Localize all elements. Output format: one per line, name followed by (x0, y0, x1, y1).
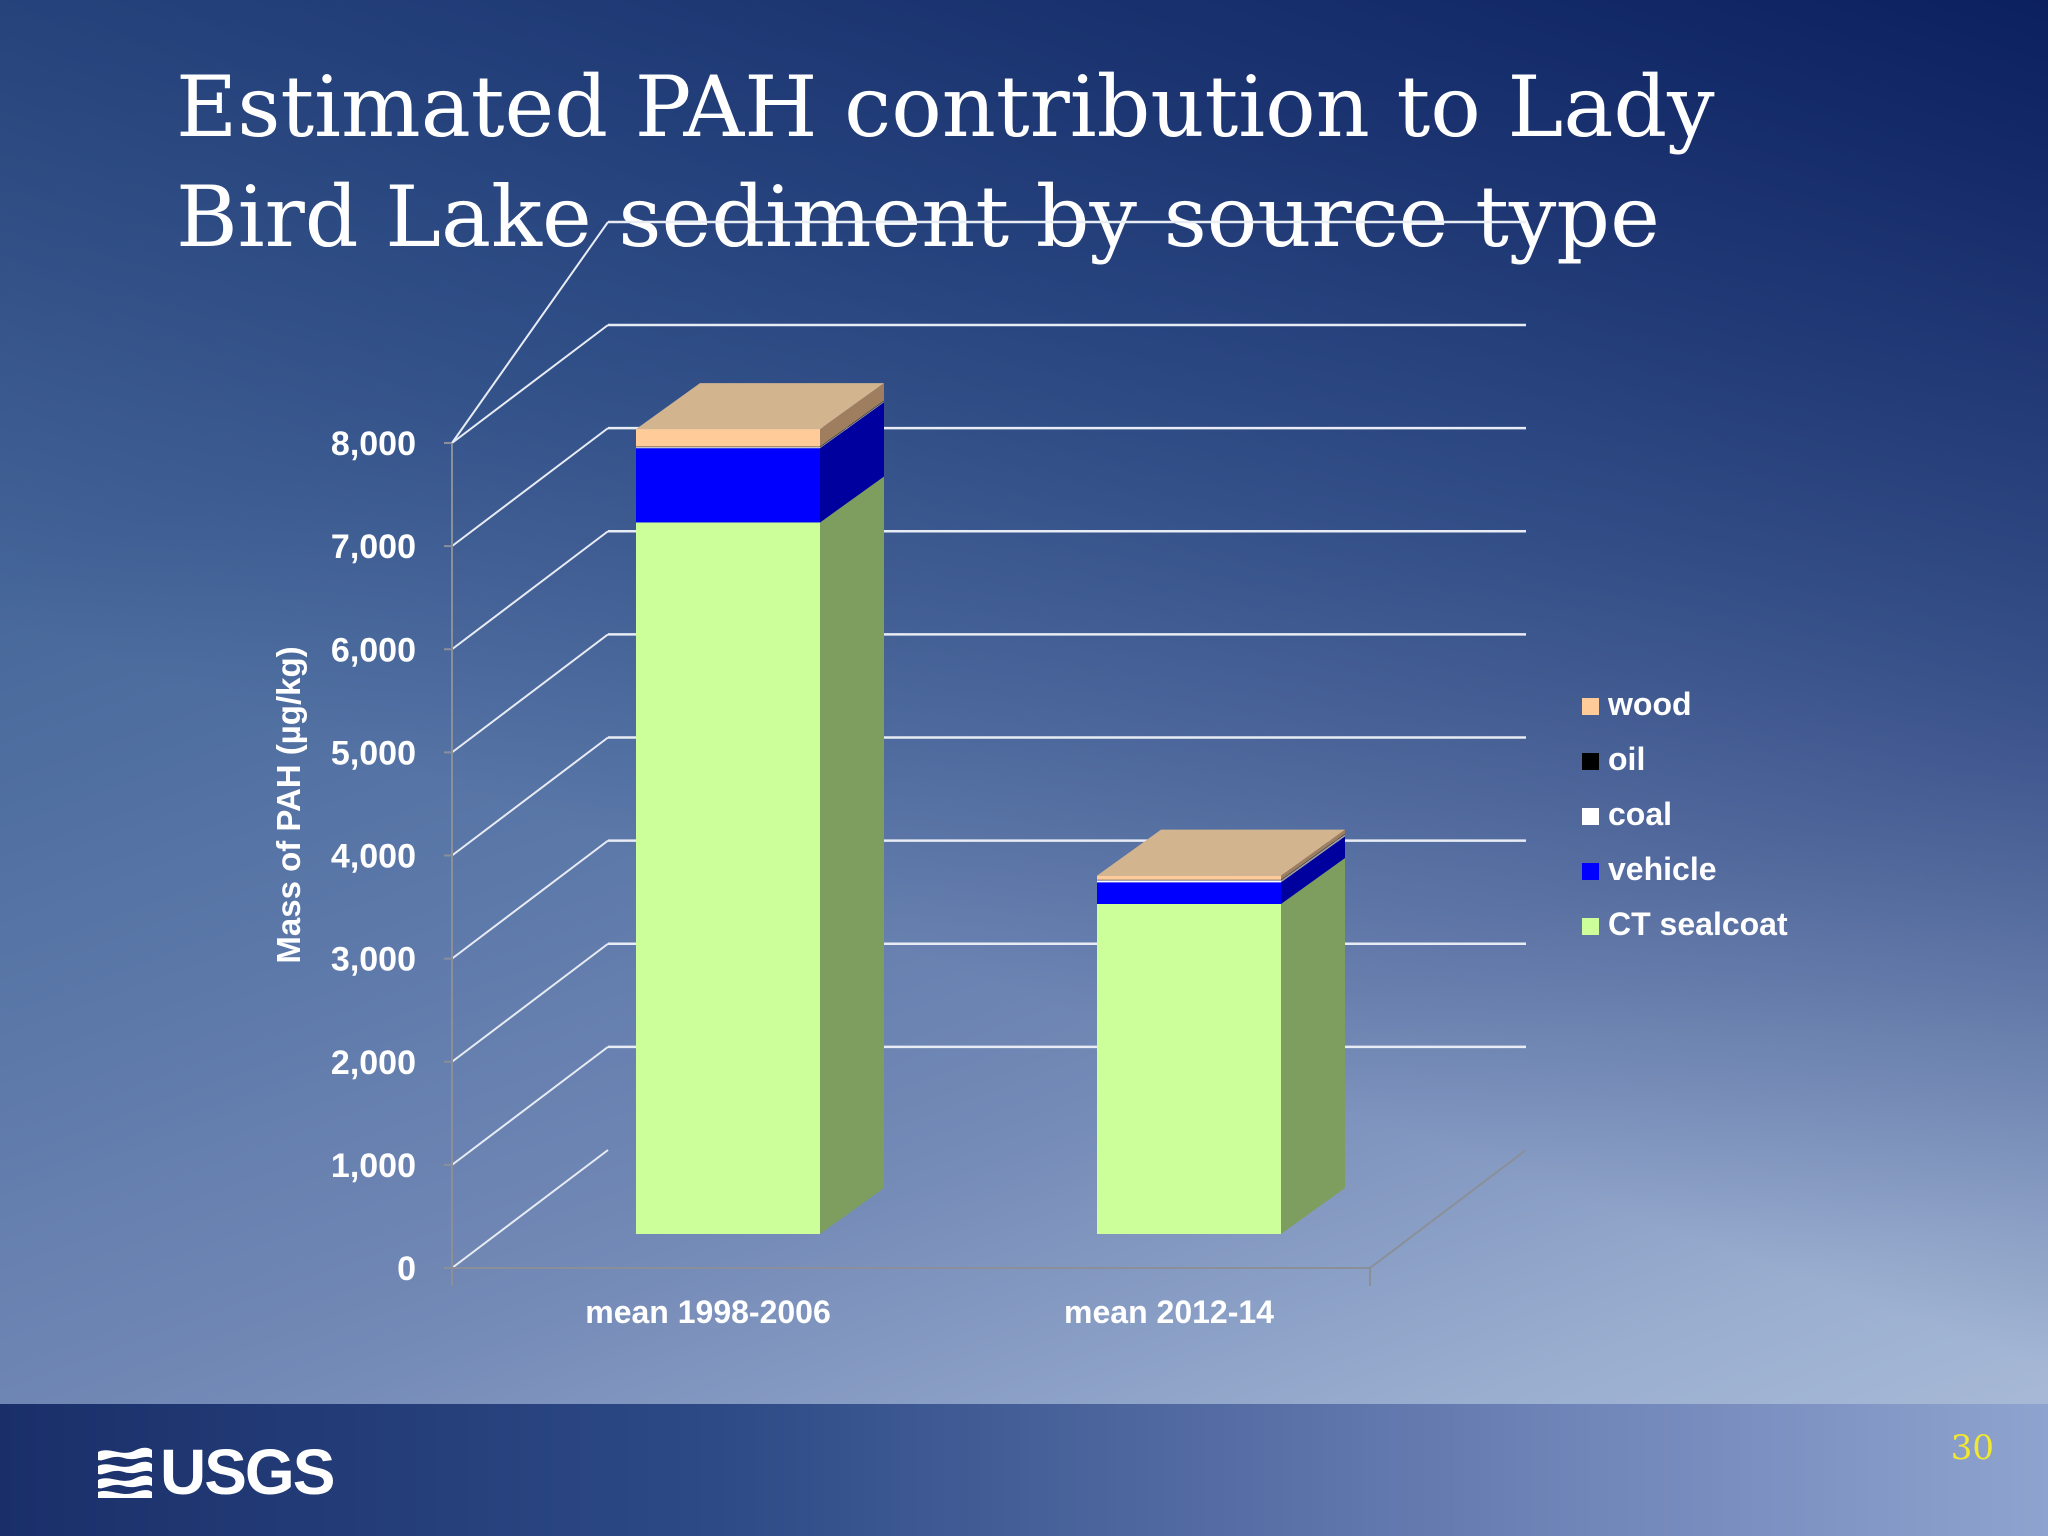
y-tick-label: 3,000 (331, 941, 416, 979)
bar-segment (636, 429, 820, 447)
bar-segment-side (1281, 829, 1345, 880)
y-tick-label: 2,000 (331, 1044, 416, 1082)
usgs-wave-icon (98, 1447, 152, 1498)
bar-stack (636, 383, 884, 1234)
x-axis-categories: mean 1998-2006 mean 2012-14 (585, 1294, 1274, 1330)
legend-swatch (1582, 753, 1599, 770)
gridline-depth (451, 427, 609, 547)
bar-segment (636, 446, 820, 448)
y-tick-label: 7,000 (331, 528, 416, 566)
legend-swatch (1582, 808, 1599, 825)
y-tick-label: 0 (397, 1250, 416, 1288)
legend-swatch (1582, 863, 1599, 880)
y-tick-label: 5,000 (331, 734, 416, 772)
gridline-depth (451, 839, 609, 960)
x-category-label: mean 1998-2006 (585, 1294, 831, 1330)
bar-segment (636, 447, 820, 449)
gridline-depth (451, 1046, 609, 1166)
gridline-depth (451, 633, 609, 754)
bar-segment-side (820, 383, 884, 447)
page-number: 30 (1950, 1428, 1994, 1468)
bar-segment (1097, 880, 1281, 883)
bar-segment (1097, 879, 1281, 881)
bar-segment-side (820, 402, 884, 523)
legend-swatch (1582, 698, 1599, 715)
slide-title: Estimated PAH contribution to Lady Bird … (176, 58, 1715, 266)
bar-segment (1097, 875, 1281, 880)
bar-stack (1097, 829, 1345, 1234)
chart-bars (636, 383, 1345, 1234)
bar-segment (636, 522, 820, 1234)
legend-label: CT sealcoat (1608, 906, 1788, 942)
chart-legend: wood oil coal vehicle CT sealcoat (1582, 686, 1788, 942)
gridline-depth (451, 942, 609, 1063)
usgs-logo: USGS (96, 1436, 335, 1508)
bar-segment-side (1281, 858, 1345, 1234)
usgs-logo-text: USGS (160, 1436, 335, 1508)
bar-segment (1097, 904, 1281, 1234)
bar-segment (1097, 882, 1281, 904)
y-tick-label: 4,000 (331, 838, 416, 876)
gridline-depth (451, 324, 609, 444)
y-tick-label: 8,000 (331, 425, 416, 463)
bar-segment-side (820, 476, 884, 1234)
bar-segment-side (1281, 834, 1345, 883)
bar-segment-side (1281, 833, 1345, 881)
y-axis-label: Mass of PAH (µg/kg) (270, 646, 307, 963)
legend-label: oil (1608, 741, 1645, 777)
gridline-depth (451, 736, 609, 857)
chart-grid (444, 220, 1527, 1286)
y-tick-label: 1,000 (331, 1147, 416, 1185)
x-category-label: mean 2012-14 (1064, 1294, 1274, 1330)
legend-label: coal (1608, 796, 1672, 832)
bar-top (1097, 829, 1345, 876)
y-tick-label: 6,000 (331, 631, 416, 669)
gridline-depth (451, 530, 609, 651)
stacked-bar-chart: 0 1,000 2,000 3,000 4,000 5,000 6,000 7,000 8,00… (270, 220, 1788, 1330)
footer-bar: USGS 30 (0, 1404, 2048, 1536)
y-axis-ticks: 0 1,000 2,000 3,000 4,000 5,000 6,000 7,000 8,00… (331, 425, 416, 1288)
legend-swatch (1582, 918, 1599, 935)
bar-segment-side (1281, 836, 1345, 904)
bar-segment-side (820, 401, 884, 449)
legend-label: vehicle (1608, 851, 1717, 887)
gridline-depth (451, 221, 609, 444)
floor-edge (1369, 1149, 1527, 1269)
gridline-depth (451, 1149, 609, 1269)
legend-label: wood (1607, 686, 1692, 722)
bar-segment (636, 448, 820, 523)
bar-top (636, 383, 884, 430)
bar-segment-side (820, 400, 884, 448)
